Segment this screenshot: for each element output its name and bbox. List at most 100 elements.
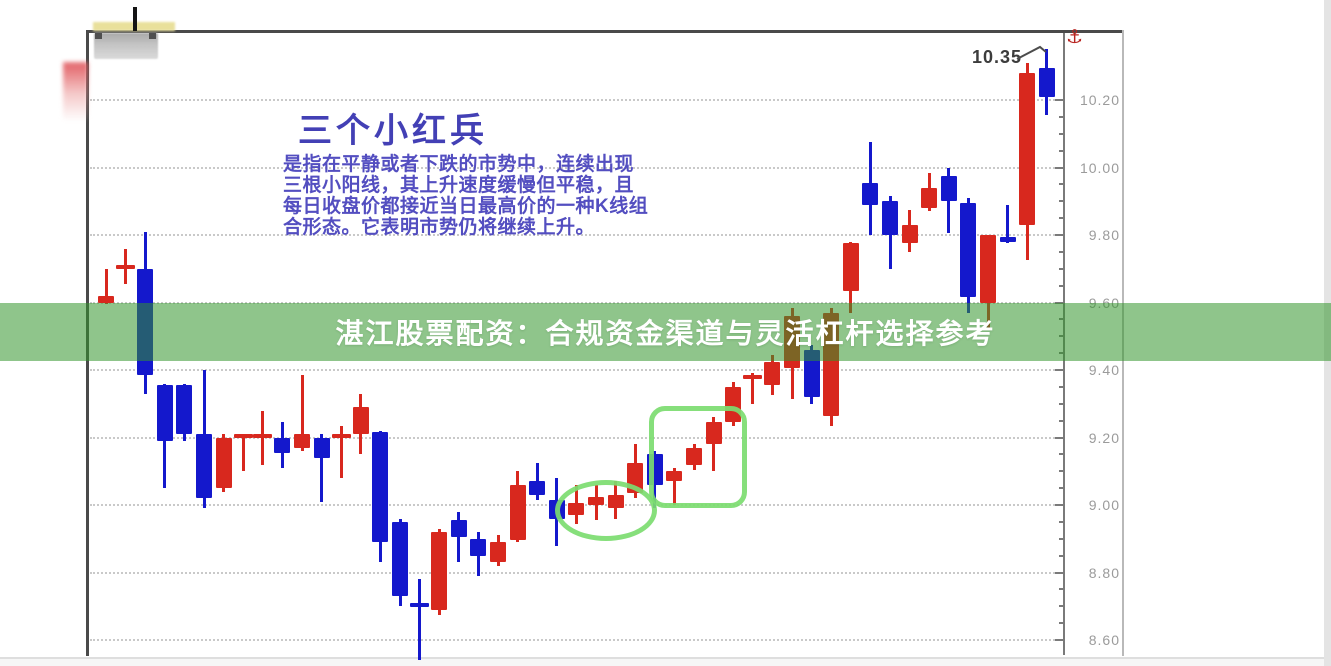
candlestick (215, 437, 232, 489)
candlestick (176, 385, 193, 435)
candlestick (116, 265, 136, 270)
candlestick (529, 481, 546, 495)
candlestick (233, 433, 253, 438)
candle-wick (104, 268, 108, 305)
price-axis-label: 9.80 (1088, 227, 1120, 243)
axis-tick (1059, 132, 1063, 135)
candlestick (352, 407, 369, 435)
pink-watermark-blur (63, 62, 88, 120)
title-banner: 湛江股票配资：合规资金渠道与灵活杠杆选择参考 (0, 303, 1331, 361)
candle-wick (339, 425, 343, 478)
gridline (90, 99, 1063, 101)
axis-tick (1059, 520, 1063, 523)
redacted-logo-corner (149, 33, 156, 39)
gridline (90, 369, 1063, 371)
candle-wick (672, 467, 676, 505)
candlestick (1038, 67, 1055, 97)
axis-tick (1059, 385, 1063, 388)
candlestick (940, 175, 957, 202)
candlestick (156, 385, 173, 441)
price-axis-label: 8.80 (1088, 564, 1120, 581)
price-axis-label: 10.00 (1079, 159, 1120, 176)
candlestick (410, 602, 430, 607)
axis-tick (1059, 453, 1063, 456)
axis-tick (1055, 436, 1063, 439)
pattern-ellipse-annotation (555, 480, 657, 541)
candlestick (921, 187, 938, 208)
candlestick (666, 471, 683, 482)
candle-wick (1006, 204, 1010, 244)
banner-title-text: 湛江股票配资：合规资金渠道与灵活杠杆选择参考 (335, 318, 996, 349)
candlestick (764, 361, 781, 386)
gridline (90, 166, 1063, 169)
axis-tick (1059, 419, 1063, 422)
axis-tick (1059, 588, 1063, 591)
axis-tick (1055, 504, 1063, 506)
candlestick (842, 243, 859, 291)
price-axis-label: 8.60 (1088, 632, 1120, 648)
candlestick (705, 422, 722, 445)
gridline (90, 301, 1063, 304)
axis-tick (1059, 605, 1063, 608)
image-bottom-edge (0, 657, 1331, 666)
axis-tick (1055, 99, 1063, 101)
axis-tick (1059, 537, 1063, 540)
candle-wick (457, 511, 461, 563)
candlestick (196, 434, 212, 499)
candlestick (901, 224, 918, 244)
redacted-logo-box (94, 33, 158, 59)
axis-tick (1059, 554, 1063, 557)
axis-tick (1055, 234, 1063, 236)
candlestick (686, 447, 702, 465)
chart-frame-top-border (87, 30, 1124, 33)
candle-wick (320, 434, 324, 502)
axis-tick (1059, 250, 1063, 253)
axis-tick (1059, 622, 1063, 625)
axis-tick (1055, 369, 1063, 371)
candlestick (372, 432, 389, 543)
candle-wick (241, 434, 245, 472)
axis-tick (1059, 267, 1063, 270)
pattern-description: 是指在平静或者下跌的市势中，连续出现 三根小阳线，其上升速度缓慢但平稳，且 每日… (283, 154, 649, 238)
anchor-icon: ⚓ (1066, 27, 1084, 48)
axis-tick (1059, 284, 1063, 287)
pattern-rect-annotation (649, 406, 747, 508)
axis-tick (1059, 200, 1063, 203)
candlestick (470, 538, 487, 556)
price-axis-label: 9.20 (1088, 429, 1120, 446)
candlestick (331, 433, 351, 438)
gridline (90, 639, 1063, 641)
axis-tick (1059, 487, 1063, 490)
candlestick (431, 532, 448, 610)
candle-wick (751, 373, 755, 404)
candlestick (743, 374, 763, 379)
candlestick (450, 520, 467, 538)
candle-wick (712, 417, 716, 472)
gridline (90, 234, 1063, 236)
gridline (90, 436, 1063, 439)
price-axis-label: 9.00 (1088, 497, 1120, 513)
axis-tick (1059, 217, 1063, 220)
pattern-title: 三个小红兵 (298, 112, 488, 150)
axis-tick (1059, 470, 1063, 473)
cursor-tick-mark (133, 7, 137, 31)
redacted-logo-corner (95, 33, 102, 39)
candlestick (98, 295, 114, 303)
candlestick (253, 433, 273, 438)
axis-tick (1055, 166, 1063, 169)
peak-price-label: 10.35 (972, 47, 1023, 67)
price-axis-label: 10.20 (1079, 92, 1120, 108)
axis-tick (1059, 183, 1063, 186)
price-axis-label: 9.40 (1088, 362, 1120, 378)
axis-tick (1055, 301, 1063, 304)
axis-tick (1059, 149, 1063, 152)
candlestick (509, 484, 526, 541)
candlestick (960, 202, 977, 298)
candlestick (882, 201, 898, 235)
candlestick (313, 437, 330, 458)
candlestick (274, 437, 291, 453)
candlestick (392, 521, 408, 597)
candlestick (980, 235, 996, 303)
candlestick (1019, 73, 1036, 225)
